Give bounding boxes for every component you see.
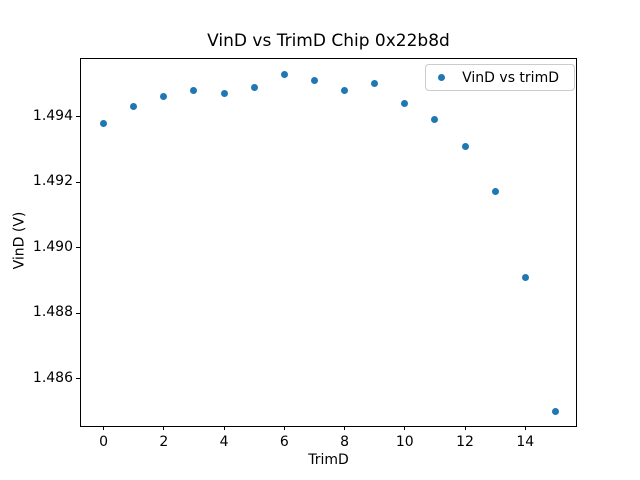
y-tick-label: 1.492 — [32, 173, 73, 190]
plot-area: VinD vs trimD 0 2 4 6 8 10 12 14 1.486 1.488 1.490… — [33, 58, 577, 450]
data-point — [371, 80, 379, 88]
y-tick — [76, 116, 80, 118]
x-tick-label: 6 — [279, 434, 289, 450]
x-tick — [464, 426, 466, 430]
x-tick — [163, 426, 165, 430]
data-point — [521, 273, 529, 281]
data-point — [220, 90, 228, 98]
data-point — [250, 83, 258, 91]
y-tick — [76, 247, 80, 249]
data-point — [310, 77, 318, 85]
y-tick-label: 1.486 — [32, 369, 73, 386]
legend-marker-icon — [438, 74, 446, 81]
data-point — [280, 70, 288, 78]
data-point — [160, 93, 168, 101]
data-point — [431, 116, 439, 124]
x-tick-label: 12 — [456, 434, 474, 450]
data-point — [130, 103, 138, 111]
x-tick — [103, 426, 105, 430]
x-tick — [344, 426, 346, 430]
x-tick-label: 14 — [516, 434, 535, 450]
data-point — [491, 188, 499, 196]
x-tick-label: 4 — [219, 434, 229, 450]
data-point — [341, 86, 349, 94]
x-tick — [223, 426, 225, 430]
legend-label: VinD vs trimD — [462, 69, 559, 86]
chart-title: VinD vs TrimD Chip 0x22b8d — [207, 31, 450, 51]
x-tick-label: 0 — [99, 434, 109, 450]
x-axis-label: TrimD — [308, 452, 349, 468]
data-point — [100, 119, 108, 127]
y-tick-label: 1.488 — [32, 304, 73, 321]
x-tick — [524, 426, 526, 430]
data-point — [190, 86, 198, 94]
y-tick-label: 1.494 — [32, 107, 73, 124]
legend: VinD vs trimD — [425, 64, 575, 91]
y-tick — [76, 378, 80, 380]
x-tick-label: 10 — [395, 434, 414, 450]
x-tick — [404, 426, 406, 430]
x-tick-label: 2 — [159, 434, 169, 450]
x-tick — [283, 426, 285, 430]
y-tick — [76, 181, 80, 183]
x-tick-label: 8 — [340, 434, 349, 450]
y-tick — [76, 312, 80, 314]
data-point — [401, 100, 409, 108]
data-point — [551, 407, 559, 415]
data-point — [461, 142, 469, 150]
y-tick-label: 1.490 — [32, 238, 73, 255]
